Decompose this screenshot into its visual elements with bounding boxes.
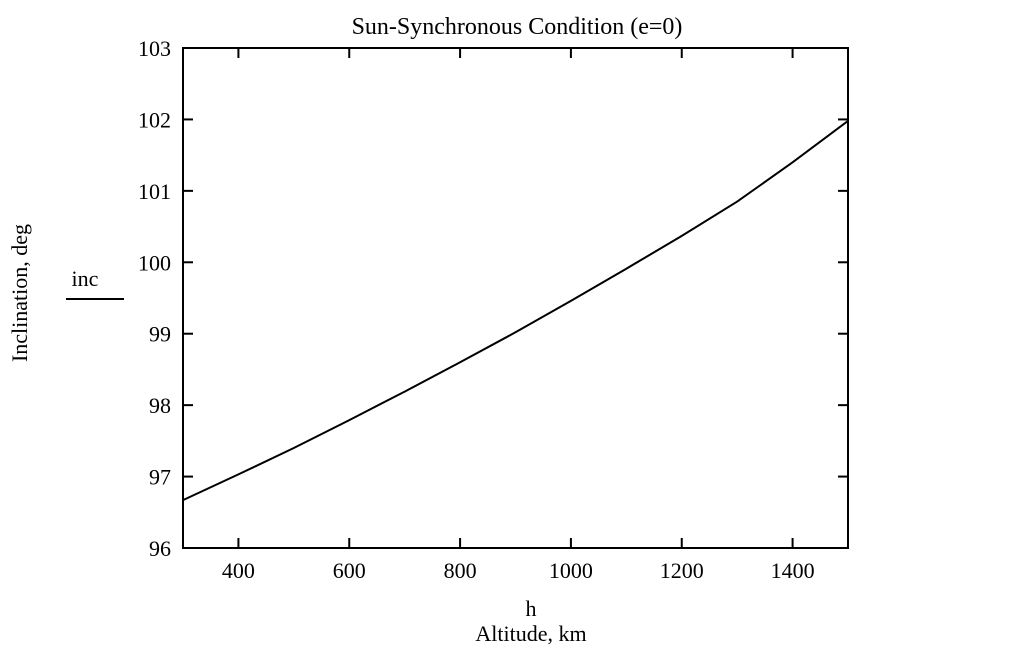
tick-labels: 400 600 800 1000 1200 1400 96 97 98 99 100 101 102 10… — [138, 36, 815, 583]
y-tick-label: 99 — [149, 322, 171, 347]
plot-frame — [182, 47, 849, 549]
y-axis-variable: inc — [72, 266, 99, 291]
x-tick-label: 800 — [444, 558, 477, 583]
x-axis-label: Altitude, km — [475, 621, 586, 646]
x-tick-label: 400 — [222, 558, 255, 583]
x-tick-label: 600 — [333, 558, 366, 583]
y-tick-label: 102 — [138, 107, 171, 132]
x-tick-label: 1200 — [660, 558, 704, 583]
series-line — [182, 120, 849, 502]
chart-title: Sun-Synchronous Condition (e=0) — [352, 14, 683, 40]
y-tick-label: 97 — [149, 465, 171, 490]
axis-ticks — [183, 48, 848, 548]
x-tick-label: 1400 — [771, 558, 815, 583]
y-tick-label: 100 — [138, 250, 171, 275]
y-axis-label: Inclination, deg — [7, 224, 32, 362]
x-tick-label: 1000 — [549, 558, 593, 583]
y-tick-label: 101 — [138, 179, 171, 204]
y-tick-label: 96 — [149, 536, 171, 561]
y-tick-label: 103 — [138, 36, 171, 61]
y-tick-label: 98 — [149, 393, 171, 418]
x-axis-variable: h — [526, 596, 537, 621]
